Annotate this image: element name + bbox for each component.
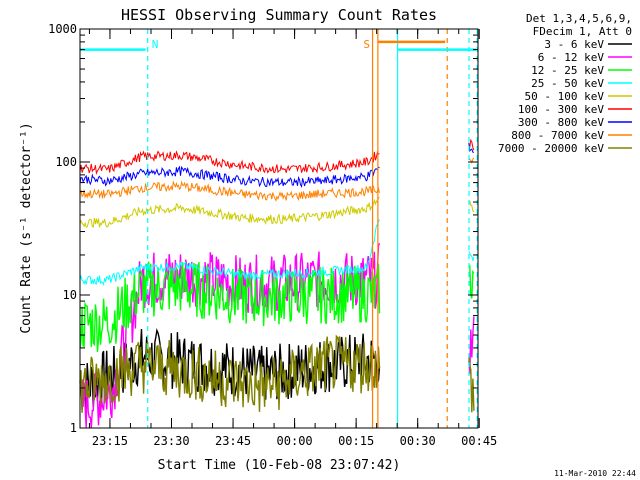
annotation-s: S [363,38,370,51]
legend-label-6: 300 - 800 keV [518,116,604,129]
x-tick-label-4: 00:15 [338,434,374,448]
legend-label-0: 3 - 6 keV [544,38,604,51]
x-axis-label: Start Time (10-Feb-08 23:07:42) [158,458,401,473]
y-axis: 1 10 100 1000 [48,22,478,435]
y-tick-label-0: 1 [70,421,77,435]
legend-label-3: 25 - 50 keV [531,77,604,90]
legend-label-5: 100 - 300 keV [518,103,604,116]
series-line-5 [79,150,380,176]
series-line-7 [468,157,475,164]
chart-title: HESSI Observing Summary Count Rates [121,6,437,24]
x-tick-label-1: 23:30 [153,434,189,448]
y-tick-label-2: 100 [55,155,77,169]
legend-label-2: 12 - 25 keV [531,64,604,77]
x-tick-label-5: 00:30 [400,434,436,448]
x-tick-label-0: 23:15 [92,434,128,448]
series-line-7 [79,180,380,202]
series-line-8 [468,356,475,413]
x-tick-label-3: 00:00 [277,434,313,448]
series-line-2 [468,264,475,299]
series-line-3 [468,251,475,261]
series-line-4 [468,200,475,213]
y-axis-label: Count Rate (s⁻¹ detector⁻¹) [19,122,34,333]
y-tick-label-1: 10 [63,288,77,302]
legend-header-0: Det 1,3,4,5,6,9, [526,12,632,25]
legend-label-1: 6 - 12 keV [538,51,605,64]
series-line-3 [79,219,380,286]
legend-label-7: 800 - 7000 keV [511,129,604,142]
timestamp: 11-Mar-2010 22:44 [554,469,636,478]
series-line-2 [79,261,381,352]
x-axis: 23:15 23:30 23:45 00:00 00:15 00:30 00:45 [88,29,497,448]
legend-label-8: 7000 - 20000 keV [498,142,604,155]
series-line-8 [79,334,381,413]
series-line-4 [79,196,380,228]
series-line-6 [468,142,474,153]
legend: Det 1,3,4,5,6,9,FDecim 1, Att 03 - 6 keV… [498,12,632,155]
x-tick-label-2: 23:45 [215,434,251,448]
annotation-n: N [152,38,159,51]
series-line-6 [79,165,380,188]
legend-label-4: 50 - 100 keV [525,90,605,103]
y-tick-label-3: 1000 [48,22,77,36]
x-tick-label-6: 00:45 [461,434,497,448]
plot-frame [79,28,479,429]
series-line-1 [468,316,475,374]
legend-header-1: FDecim 1, Att 0 [533,25,632,38]
